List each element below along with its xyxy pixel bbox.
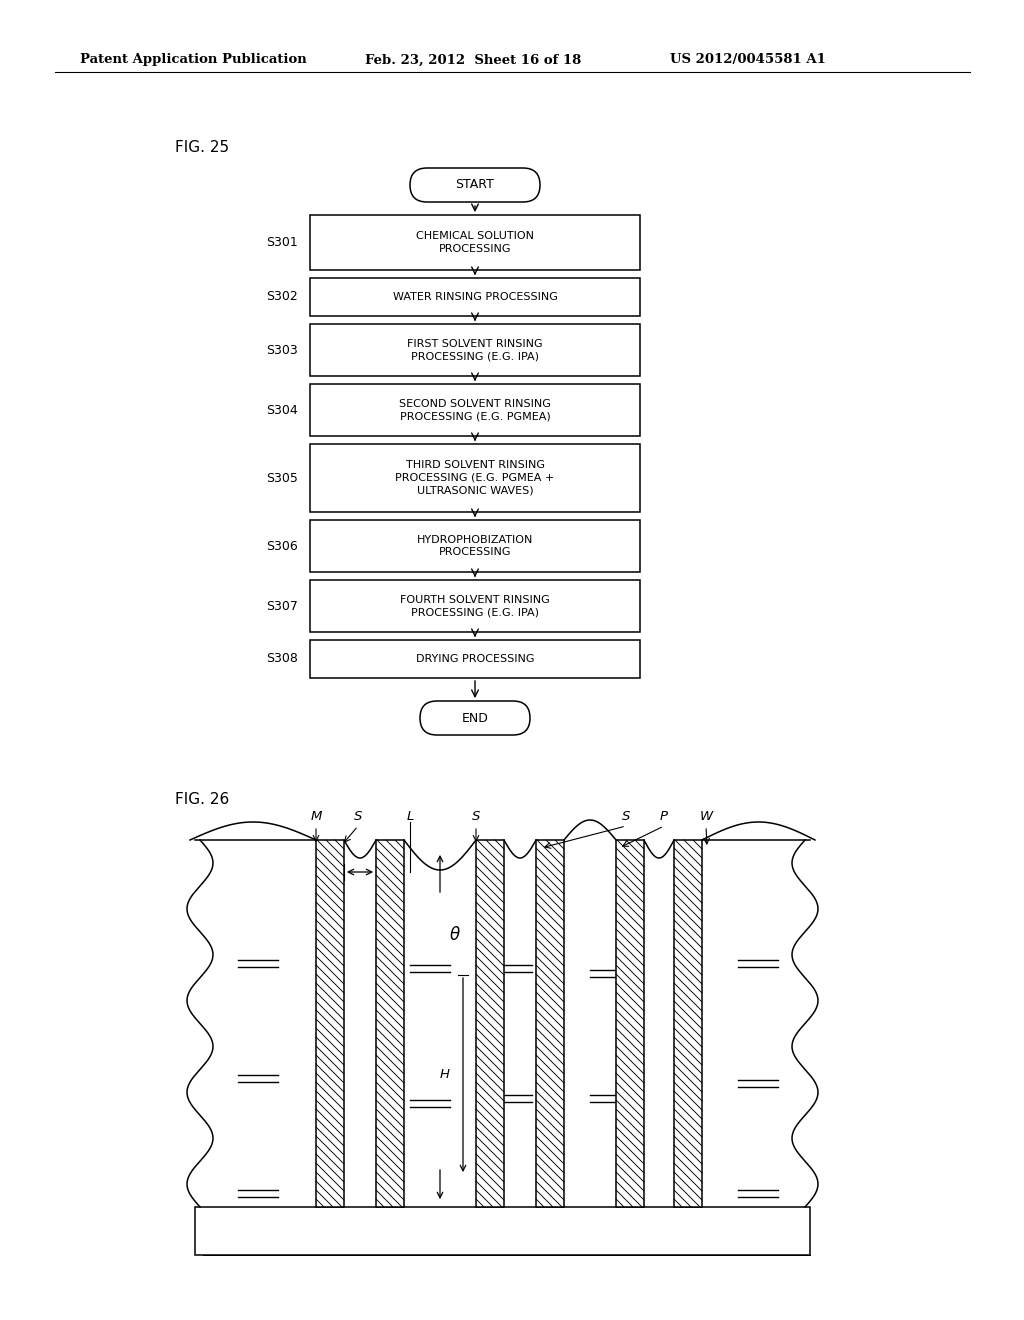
Text: DRYING PROCESSING: DRYING PROCESSING — [416, 653, 535, 664]
Text: S301: S301 — [266, 236, 298, 249]
Text: S306: S306 — [266, 540, 298, 553]
Text: Feb. 23, 2012  Sheet 16 of 18: Feb. 23, 2012 Sheet 16 of 18 — [365, 54, 582, 66]
Bar — [310, 384, 640, 436]
Text: S308: S308 — [266, 652, 298, 665]
Text: S: S — [622, 809, 630, 822]
Bar — [674, 840, 702, 1206]
Text: P: P — [660, 809, 668, 822]
Text: W: W — [699, 809, 713, 822]
Text: CHEMICAL SOLUTION
PROCESSING: CHEMICAL SOLUTION PROCESSING — [416, 231, 534, 253]
Text: L: L — [407, 809, 414, 822]
Text: SECOND SOLVENT RINSING
PROCESSING (E.G. PGMEA): SECOND SOLVENT RINSING PROCESSING (E.G. … — [399, 399, 551, 421]
Text: FOURTH SOLVENT RINSING
PROCESSING (E.G. IPA): FOURTH SOLVENT RINSING PROCESSING (E.G. … — [400, 594, 550, 618]
Text: FIG. 25: FIG. 25 — [175, 140, 229, 156]
Bar — [316, 840, 344, 1206]
Text: US 2012/0045581 A1: US 2012/0045581 A1 — [670, 54, 826, 66]
Text: S305: S305 — [266, 471, 298, 484]
Text: $\theta$: $\theta$ — [450, 927, 461, 944]
Text: S: S — [354, 809, 362, 822]
FancyBboxPatch shape — [410, 168, 540, 202]
Bar — [310, 215, 640, 271]
Text: S303: S303 — [266, 343, 298, 356]
Text: S304: S304 — [266, 404, 298, 417]
Bar — [310, 279, 640, 315]
Bar — [536, 840, 564, 1206]
Bar — [616, 840, 644, 1206]
Bar — [310, 323, 640, 376]
FancyBboxPatch shape — [420, 701, 530, 735]
Text: S302: S302 — [266, 290, 298, 304]
Text: M: M — [310, 809, 322, 822]
Text: S307: S307 — [266, 599, 298, 612]
Bar — [310, 444, 640, 512]
Text: END: END — [462, 711, 488, 725]
Text: HYDROPHOBIZATION
PROCESSING: HYDROPHOBIZATION PROCESSING — [417, 535, 534, 557]
Bar — [310, 520, 640, 572]
Text: WATER RINSING PROCESSING: WATER RINSING PROCESSING — [392, 292, 557, 302]
Text: Patent Application Publication: Patent Application Publication — [80, 54, 307, 66]
Bar — [376, 840, 404, 1206]
Bar — [195, 1206, 810, 1255]
Text: START: START — [456, 178, 495, 191]
Bar — [310, 640, 640, 678]
Bar — [476, 840, 504, 1206]
Text: FIG. 26: FIG. 26 — [175, 792, 229, 808]
Text: THIRD SOLVENT RINSING
PROCESSING (E.G. PGMEA +
ULTRASONIC WAVES): THIRD SOLVENT RINSING PROCESSING (E.G. P… — [395, 461, 555, 496]
Text: FIRST SOLVENT RINSING
PROCESSING (E.G. IPA): FIRST SOLVENT RINSING PROCESSING (E.G. I… — [408, 339, 543, 362]
Text: S: S — [472, 809, 480, 822]
Text: H: H — [440, 1068, 450, 1081]
Bar — [310, 579, 640, 632]
